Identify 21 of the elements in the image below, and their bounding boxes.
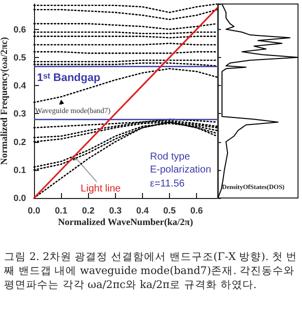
annotation: Rod type [150,152,190,162]
y-tick-label: 0.5 [13,52,26,62]
x-tick-label: 0.0 [28,206,40,216]
y-axis-title: Normalized Frequency(ωa/2πc) [0,37,10,165]
y-tick-label: 0.3 [13,108,26,119]
x-tick-label: 0.5 [163,206,176,216]
caption: 그림 2. 2차원 광결정 선결함에서 밴드구조(Γ-X 방향). 첫 번째 밴드갭 내에 waveguide mode(band7)존재. 각진동수와 평면파수는 각각 ωa/2πc와 ka/2π로 규격화 하였다. [4,250,298,292]
y-tick-label: 0.6 [13,24,26,34]
annotation: ε=11.56 [150,178,186,190]
y-tick-label: 0.1 [13,164,26,175]
y-tick-label: 0.4 [13,80,26,91]
x-axis-title: Normalized WaveNumber(ka/2π) [58,218,194,228]
y-tick-label: 0.0 [13,193,26,203]
x-tick-label: 0.4 [136,206,149,216]
annotation: E-polarization [150,164,212,176]
annotation: Light line [80,183,122,194]
x-tick-label: 0.2 [82,206,94,216]
x-tick-label: 0.6 [190,206,203,216]
x-tick-label: 0.1 [54,206,68,216]
x-tick-label: 0.3 [109,206,122,216]
y-tick-label: 0.2 [13,136,26,147]
